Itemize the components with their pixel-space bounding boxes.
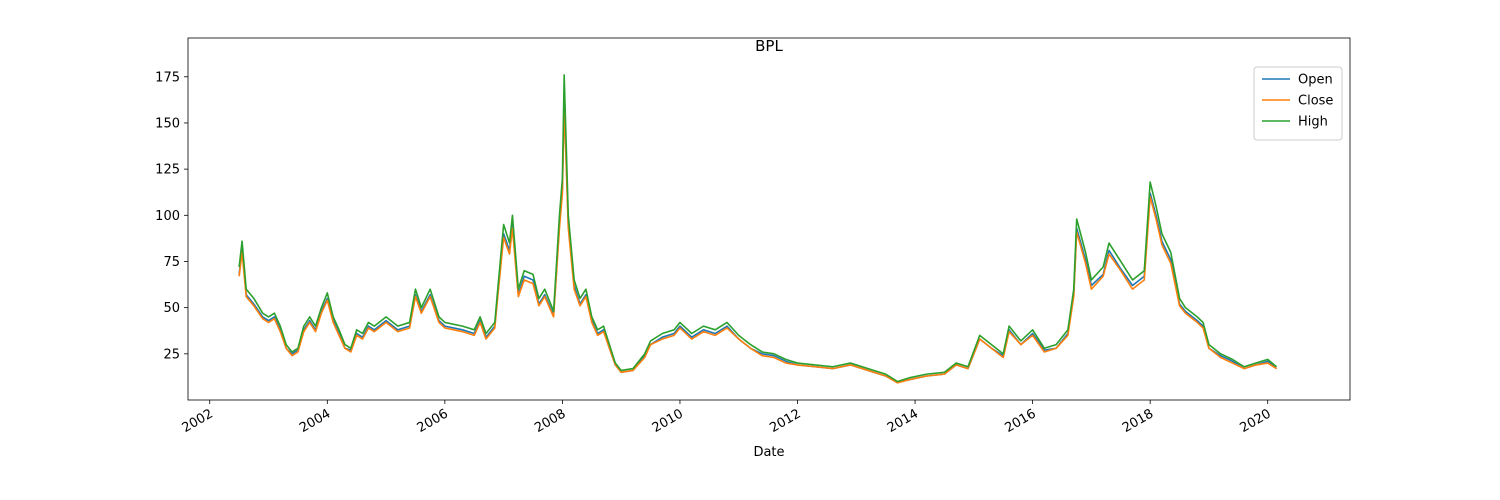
line-series xyxy=(238,74,1278,383)
y-tick-label: 100 xyxy=(155,209,180,224)
y-tick-label: 175 xyxy=(155,70,180,85)
chart-title: BPL xyxy=(755,37,783,55)
x-axis-label: Date xyxy=(753,445,784,460)
y-tick-label: 125 xyxy=(155,163,180,178)
y-tick-label: 25 xyxy=(163,347,180,362)
legend-label: Close xyxy=(1298,94,1333,109)
axes-frame xyxy=(187,37,1351,401)
plot-area xyxy=(238,74,1278,384)
line-series xyxy=(238,103,1277,384)
y-tick-label: 75 xyxy=(163,255,180,270)
y-tick-label: 150 xyxy=(155,116,180,131)
legend-label: Open xyxy=(1298,73,1333,88)
legend: Open Close High xyxy=(1253,66,1343,141)
y-tick-label: 50 xyxy=(163,301,180,316)
legend-label: High xyxy=(1298,115,1328,130)
